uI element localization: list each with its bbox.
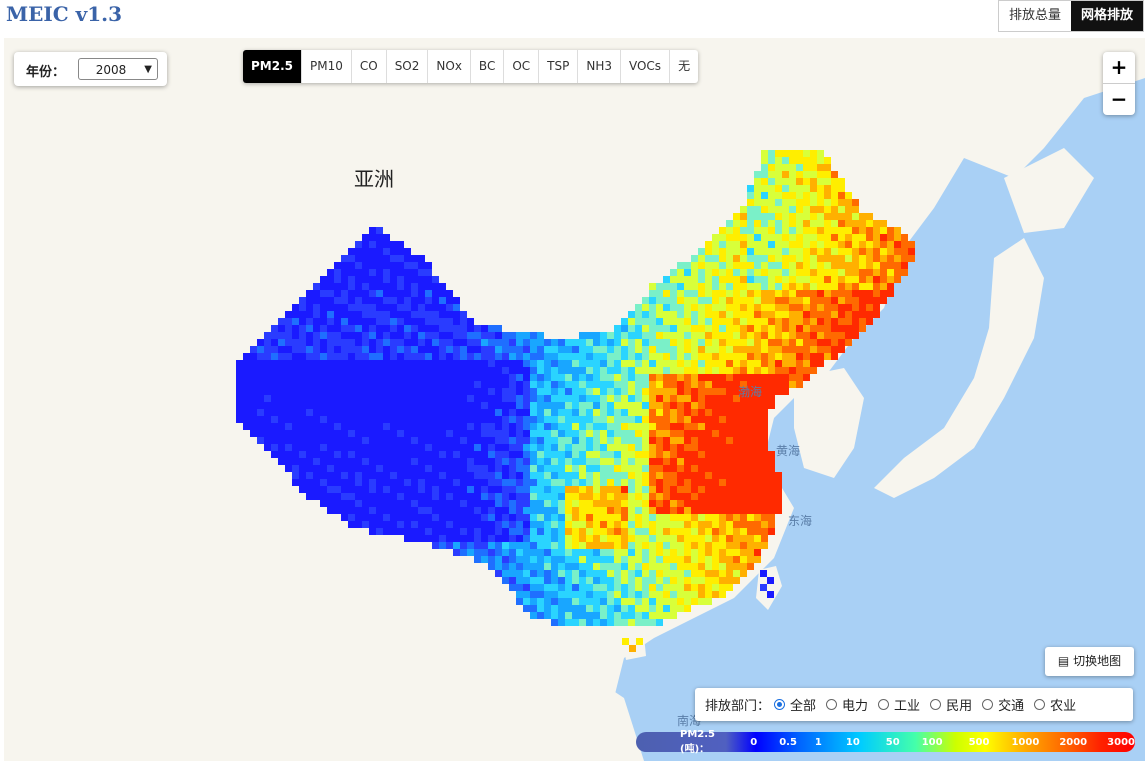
legend-tick: 50 [885,736,900,748]
sector-selector: 排放部门： 全部 电力 工业 民用 交通 农业 [695,688,1133,721]
sector-option-label: 工业 [894,699,921,714]
switch-map-button[interactable]: ▤ 切换地图 [1045,647,1134,676]
sector-option-0[interactable]: 全部 [774,695,816,714]
legend-tick: 100 [921,736,943,748]
pollutant-tab-1[interactable]: PM10 [301,50,351,83]
pollutant-tabs: PM2.5 PM10 CO SO2 NOx BC OC TSP NH3 VOCs 无 [243,50,699,83]
pollutant-tab-10[interactable]: 无 [669,50,698,83]
radio-icon[interactable] [1034,699,1046,710]
bohai-sea-label: 渤海 [738,385,763,399]
year-label: 年份： [26,65,66,80]
radio-icon[interactable] [826,699,838,710]
sector-option-label: 农业 [1050,699,1077,714]
radio-icon[interactable] [878,699,890,710]
grid-emission-tab[interactable]: 网格排放 [1070,1,1143,31]
map-icon: ▤ [1057,654,1070,668]
sector-option-label: 交通 [998,699,1025,714]
taiwan-land [756,566,782,610]
pollutant-tab-2[interactable]: CO [350,50,386,83]
pollutant-tab-3[interactable]: SO2 [385,50,428,83]
sector-option-5[interactable]: 农业 [1034,695,1076,714]
southeast-asia-land [474,658,644,761]
radio-icon[interactable] [982,699,994,710]
sector-option-label: 电力 [842,699,869,714]
legend-tick: 1 [814,736,822,748]
radio-icon[interactable] [774,699,786,710]
east-sea-label: 东海 [788,514,813,528]
year-selector-panel: 年份： 2008 ▼ [14,52,167,86]
year-select[interactable]: 2008 ▼ [78,58,158,80]
korea-land [794,368,864,478]
zoom-in-button[interactable]: + [1103,52,1135,84]
pollutant-tab-7[interactable]: TSP [538,50,577,83]
legend-tick: 10 [845,736,860,748]
pollutant-tab-0[interactable]: PM2.5 [243,50,301,83]
radio-icon[interactable] [930,699,942,710]
app-title: MEIC v1.3 [6,2,123,26]
map-canvas[interactable] [4,38,1145,761]
legend-tick: 2000 [1059,736,1088,748]
emission-map[interactable]: 亚洲 渤海 黄海 东海 南海 年份： 2008 ▼ PM2.5 PM10 CO SO2… [4,38,1145,761]
pollutant-tab-9[interactable]: VOCs [619,50,669,83]
continent-label: 亚洲 [354,167,394,191]
sector-label: 排放部门： [705,699,771,714]
zoom-out-button[interactable]: − [1110,87,1128,111]
top-bar: MEIC v1.3 排放总量 网格排放 [0,0,1145,34]
yellow-sea-label: 黄海 [776,444,801,458]
legend-tick: 500 [968,736,990,748]
sector-option-3[interactable]: 民用 [930,695,972,714]
sector-option-1[interactable]: 电力 [826,695,868,714]
pollutant-tab-6[interactable]: OC [503,50,538,83]
switch-map-label: 切换地图 [1073,654,1122,668]
pollutant-tab-5[interactable]: BC [469,50,503,83]
hokkaido-land [1004,148,1094,233]
legend-tick: 0.5 [779,736,797,748]
sector-option-4[interactable]: 交通 [982,695,1024,714]
view-toggle: 排放总量 网格排放 [997,0,1144,32]
color-legend: PM2.5 (吨)： 0 0.5 1 10 50 100 500 1000 2000 3000 [636,729,1135,755]
pollutant-tab-4[interactable]: NOx [427,50,470,83]
zoom-control: + − [1103,52,1135,115]
japan-land [874,238,1044,498]
year-value: 2008 [95,63,127,77]
total-emission-tab[interactable]: 排放总量 [998,1,1071,31]
sector-option-2[interactable]: 工业 [878,695,920,714]
legend-tick: 0 [750,736,758,748]
legend-tick: 3000 [1107,736,1135,748]
sector-option-label: 民用 [946,699,973,714]
legend-tick: 1000 [1011,736,1040,748]
legend-title: PM2.5 (吨)： [680,729,715,755]
chevron-down-icon: ▼ [144,64,152,75]
emission-grid-china [236,150,915,652]
sector-option-label: 全部 [790,699,817,714]
pollutant-tab-8[interactable]: NH3 [577,50,620,83]
